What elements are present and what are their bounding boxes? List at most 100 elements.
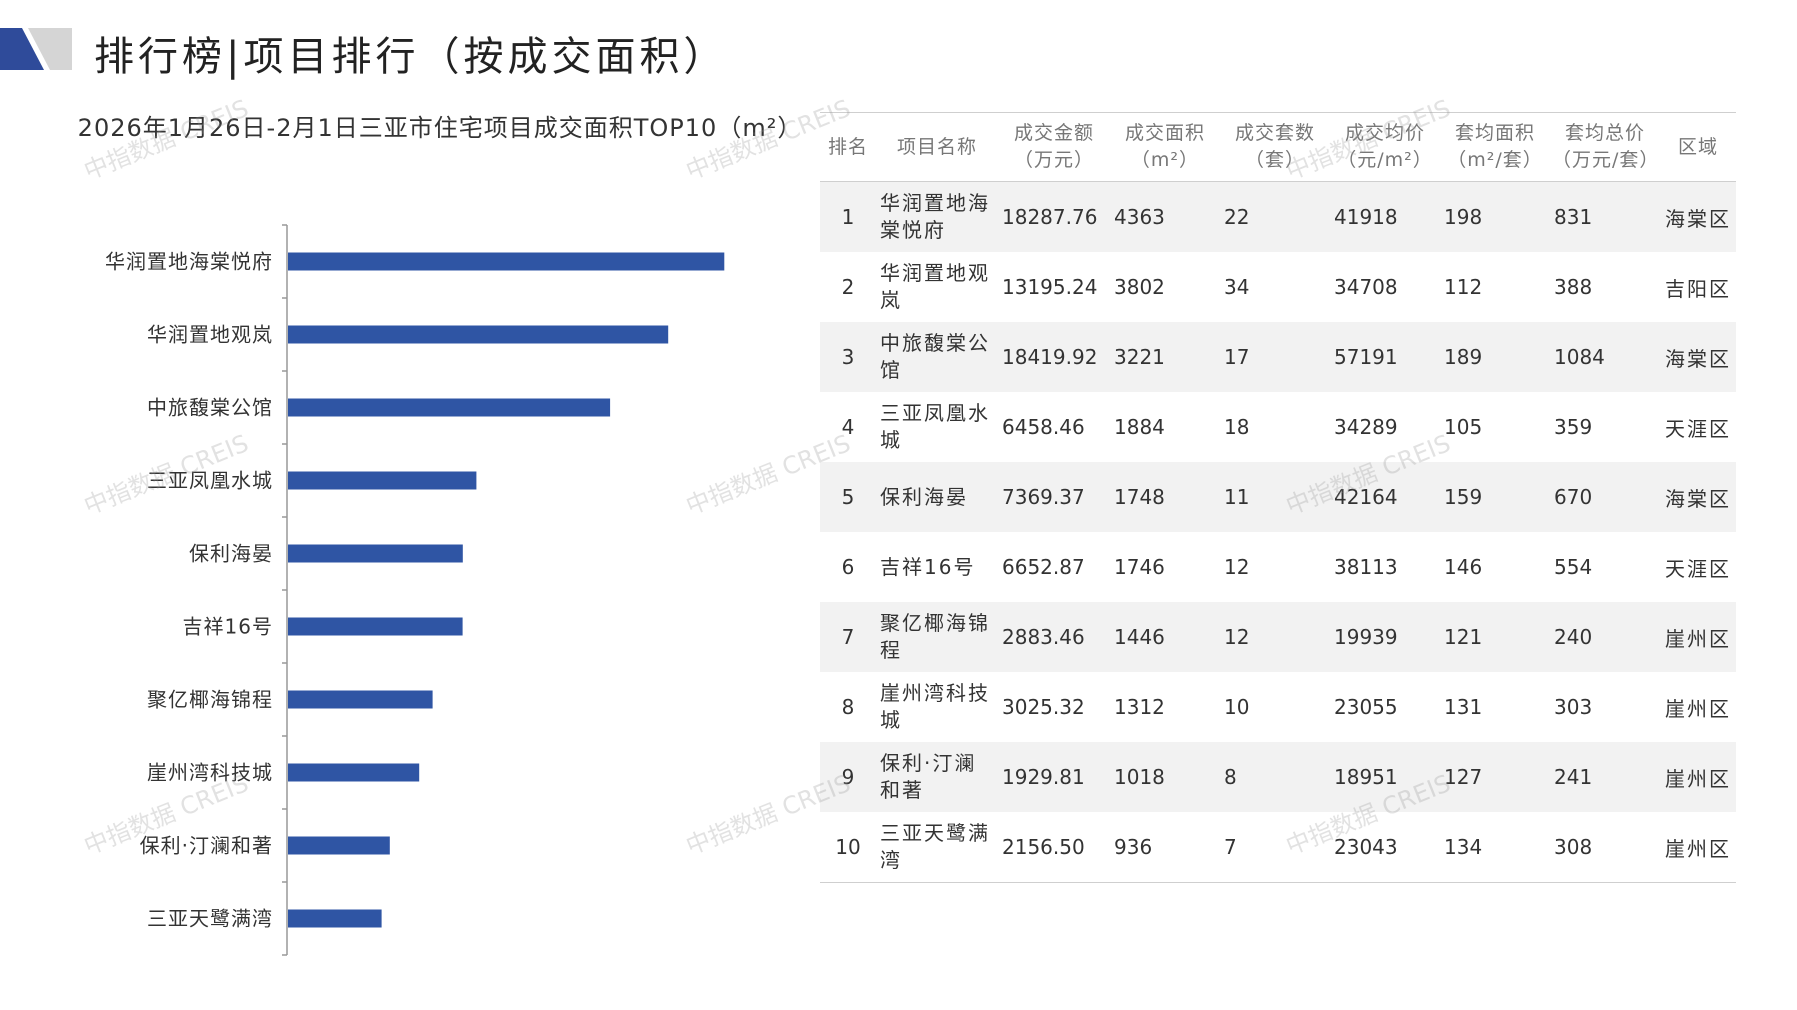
table-cell: 42164	[1334, 485, 1398, 509]
bar-10	[288, 909, 382, 928]
table-cell: 海棠区	[1665, 206, 1731, 231]
table-cell: 159	[1444, 485, 1483, 509]
bar-5	[288, 544, 463, 563]
table-cell: 388	[1554, 275, 1593, 299]
table-cell: 3025.32	[1002, 695, 1085, 719]
bar-7	[288, 690, 433, 709]
table-cell: 12	[1224, 555, 1250, 579]
table-row: 3 中旅馥棠公馆 18419.92 3221 17 57191 189 1084 海棠区	[820, 322, 1736, 392]
table-cell: 4363	[1114, 205, 1165, 229]
table-cell: 2156.50	[1002, 835, 1085, 859]
table-cell: 1312	[1114, 695, 1165, 719]
category-label: 中旅馥棠公馆	[147, 396, 273, 420]
table-cell: 34708	[1334, 275, 1398, 299]
table-cell: 聚亿椰海锦程	[880, 611, 990, 662]
page-header: 排行榜|项目排行（按成交面积）	[0, 0, 1797, 110]
table-cell: 7	[841, 625, 855, 649]
table-row: 8 崖州湾科技城 3025.32 1312 10 23055 131 303 崖州区	[820, 672, 1736, 742]
category-label: 三亚凤凰水城	[147, 469, 273, 493]
category-label: 保利·汀澜和著	[140, 834, 273, 858]
table-header-cell: 区域	[1677, 135, 1718, 158]
table-cell: 936	[1114, 835, 1153, 859]
table-header-cell: 套均面积（m²/套）	[1447, 122, 1543, 171]
category-label: 华润置地海棠悦府	[105, 250, 273, 274]
ranking-table-container: 排名 项目名称 成交金额（万元） 成交面积（m²） 成交套数（套） 成交均价（元/m²） 套…	[820, 112, 1736, 883]
table-cell: 6652.87	[1002, 555, 1085, 579]
table-cell: 241	[1554, 765, 1593, 789]
category-label: 崖州湾科技城	[147, 761, 273, 785]
category-label: 吉祥16号	[183, 615, 273, 639]
table-header-cell: 成交套数（套）	[1234, 122, 1315, 171]
table-cell: 5	[841, 485, 855, 509]
table-cell: 1746	[1114, 555, 1165, 579]
table-header-row: 排名 项目名称 成交金额（万元） 成交面积（m²） 成交套数（套） 成交均价（元/m²） 套…	[820, 112, 1736, 182]
table-header-cell: 成交金额（万元）	[1013, 122, 1094, 171]
table-row: 1 华润置地海棠悦府 18287.76 4363 22 41918 198 831 海棠区	[820, 181, 1736, 252]
table-cell: 359	[1554, 415, 1593, 439]
table-cell: 189	[1444, 345, 1483, 369]
table-cell: 1884	[1114, 415, 1165, 439]
table-row: 6 吉祥16号 6652.87 1746 12 38113 146 554 天涯区	[820, 532, 1736, 602]
table-cell: 19939	[1334, 625, 1398, 649]
table-cell: 3221	[1114, 345, 1165, 369]
bar-2	[288, 325, 669, 344]
table-header-cell: 套均总价（万元/套）	[1552, 122, 1660, 171]
table-cell: 崖州湾科技城	[880, 681, 990, 732]
chart-title: 2026年1月26日-2月1日三亚市住宅项目成交面积TOP10（m²）	[77, 114, 803, 142]
table-cell: 112	[1444, 275, 1483, 299]
table-cell: 海棠区	[1665, 346, 1731, 371]
table-cell: 3	[841, 345, 855, 369]
bar-3	[288, 398, 611, 417]
table-cell: 崖州区	[1665, 626, 1731, 651]
table-cell: 105	[1444, 415, 1483, 439]
table-cell: 134	[1444, 835, 1483, 859]
table-cell: 华润置地海棠悦府	[880, 191, 990, 242]
bar-1	[288, 252, 725, 271]
table-row: 9 保利·汀澜和著 1929.81 1018 8 18951 127 241 崖州区	[820, 742, 1736, 812]
table-cell: 1748	[1114, 485, 1165, 509]
table-cell: 三亚天鹭满湾	[880, 821, 990, 872]
table-cell: 4	[841, 415, 855, 439]
table-cell: 18	[1224, 415, 1250, 439]
table-cell: 131	[1444, 695, 1483, 719]
table-cell: 12	[1224, 625, 1250, 649]
category-label: 聚亿椰海锦程	[147, 688, 273, 712]
table-row: 10 三亚天鹭满湾 2156.50 936 7 23043 134 308 崖州区	[820, 812, 1736, 883]
table-cell: 18419.92	[1002, 345, 1098, 369]
table-cell: 保利海晏	[880, 484, 968, 509]
table-cell: 554	[1554, 555, 1593, 579]
ranking-table: 排名 项目名称 成交金额（万元） 成交面积（m²） 成交套数（套） 成交均价（元/m²） 套…	[820, 112, 1736, 883]
table-cell: 240	[1554, 625, 1593, 649]
table-cell: 天涯区	[1665, 556, 1731, 581]
table-cell: 38113	[1334, 555, 1398, 579]
table-cell: 1018	[1114, 765, 1165, 789]
table-cell: 天涯区	[1665, 416, 1731, 441]
table-header-cell: 项目名称	[896, 135, 977, 158]
table-cell: 303	[1554, 695, 1593, 719]
table-cell: 三亚凤凰水城	[880, 401, 990, 452]
table-cell: 670	[1554, 485, 1593, 509]
table-header-cell: 排名	[827, 135, 868, 158]
table-cell: 吉祥16号	[880, 554, 976, 579]
table-row: 5 保利海晏 7369.37 1748 11 42164 159 670 海棠区	[820, 462, 1736, 532]
table-header-cell: 成交均价（元/m²）	[1337, 122, 1433, 171]
table-cell: 1929.81	[1002, 765, 1085, 789]
table-cell: 1	[841, 205, 855, 229]
table-body: 1 华润置地海棠悦府 18287.76 4363 22 41918 198 831 海棠区 2 华润…	[820, 181, 1736, 883]
table-cell: 吉阳区	[1665, 276, 1731, 301]
table-cell: 198	[1444, 205, 1483, 229]
table-cell: 831	[1554, 205, 1593, 229]
page-title: 排行榜|项目排行（按成交面积）	[94, 34, 728, 80]
table-cell: 2883.46	[1002, 625, 1085, 649]
table-cell: 6458.46	[1002, 415, 1085, 439]
table-cell: 146	[1444, 555, 1483, 579]
header-decoration-icon	[0, 28, 72, 70]
category-label: 保利海晏	[189, 542, 273, 566]
table-cell: 7369.37	[1002, 485, 1085, 509]
bar-4	[288, 471, 477, 490]
table-cell: 22	[1224, 205, 1250, 229]
table-cell: 34289	[1334, 415, 1398, 439]
table-cell: 23055	[1334, 695, 1398, 719]
table-cell: 1084	[1554, 345, 1605, 369]
table-cell: 崖州区	[1665, 696, 1731, 721]
